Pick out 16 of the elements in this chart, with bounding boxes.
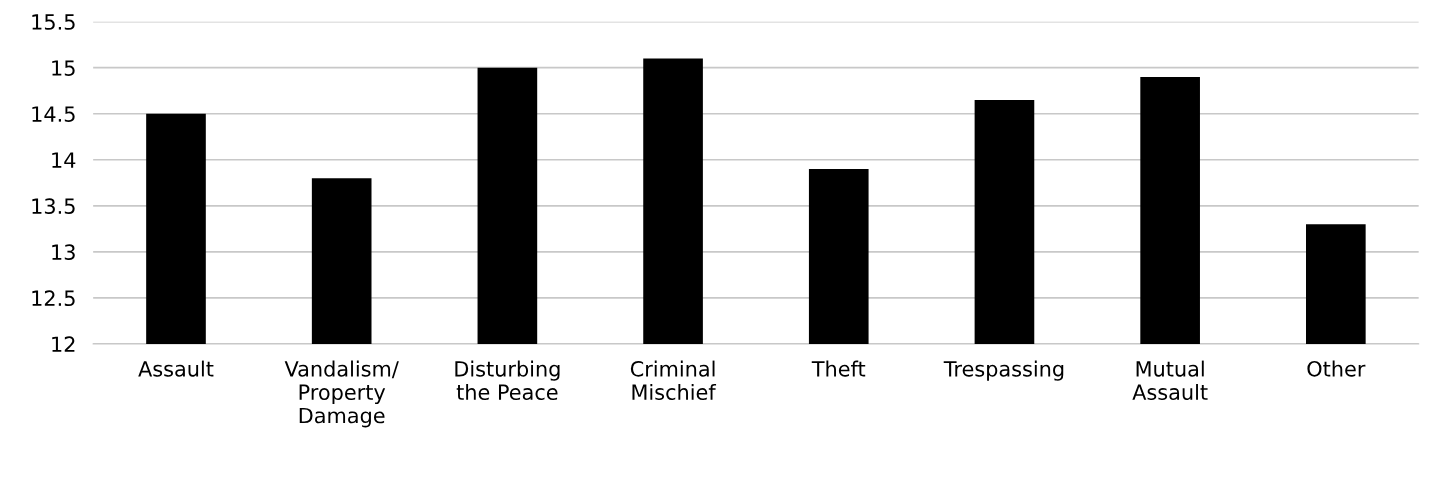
x-tick-label: Theft — [811, 360, 866, 377]
y-tick-label: 13.5 — [32, 198, 75, 215]
x-tick-label: Disturbing the Peace — [455, 360, 560, 401]
y-tick-label: 13 — [52, 244, 75, 261]
y-tick-label: 14.5 — [32, 106, 75, 122]
x-tick-label: Vandalism/ Property Damage — [284, 360, 399, 428]
y-tick-label: 12 — [52, 336, 75, 352]
x-tick-label: Assault — [138, 360, 214, 377]
y-tick-label: 15 — [52, 60, 75, 76]
y-tick-label: 15.5 — [32, 14, 75, 30]
x-tick-label: Criminal Mischief — [630, 360, 717, 401]
y-tick-label: 12.5 — [32, 290, 75, 307]
x-tick-label: Mutual Assault — [1132, 360, 1208, 401]
y-tick-label: 14 — [52, 152, 76, 168]
x-tick-label: Trespassing — [943, 360, 1064, 381]
x-tick-label: Other — [1307, 360, 1366, 377]
